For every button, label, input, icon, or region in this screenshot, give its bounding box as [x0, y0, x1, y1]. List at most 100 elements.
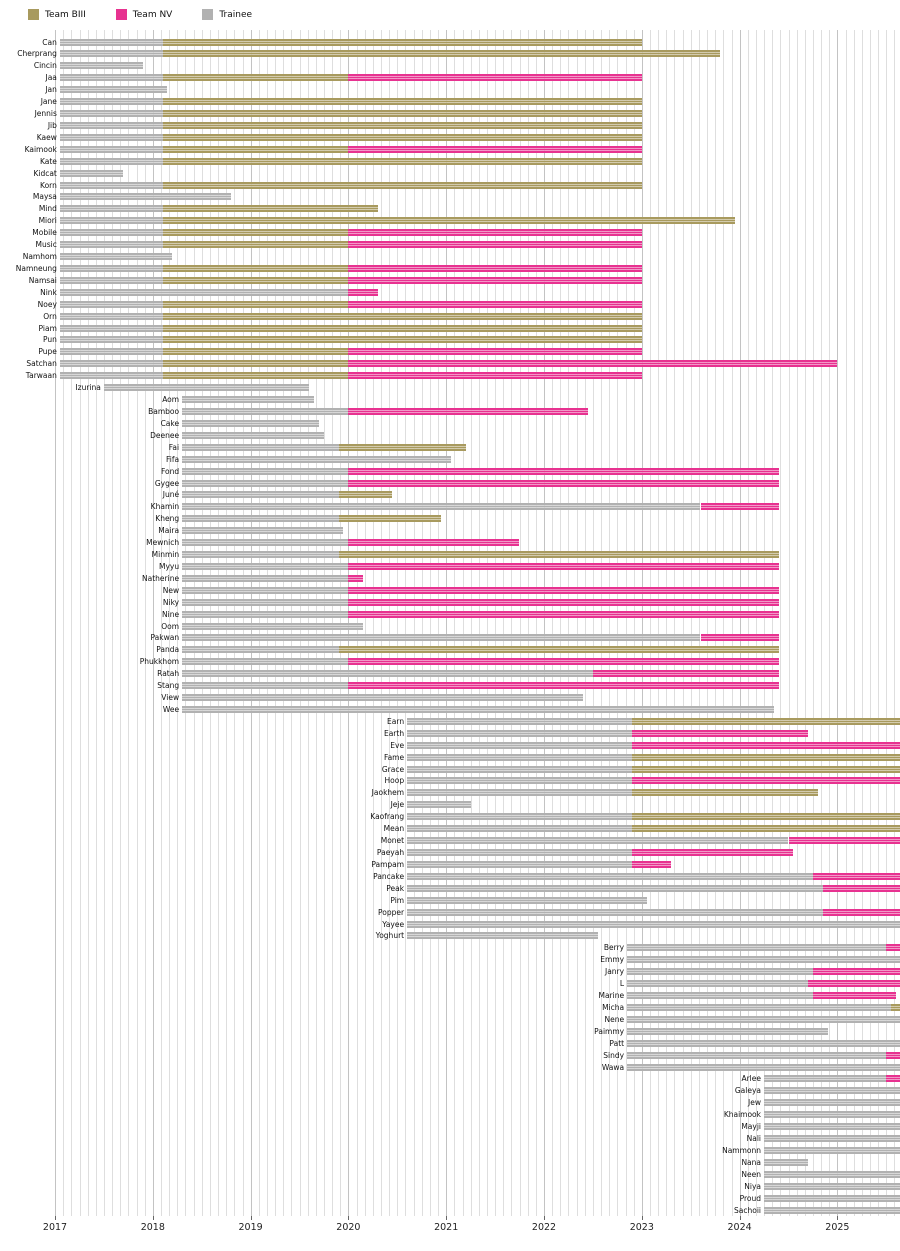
timeline-bar-nv — [348, 658, 779, 666]
member-label: Myyu — [158, 561, 180, 571]
timeline-bar-trainee — [182, 610, 349, 618]
gridline — [535, 30, 537, 1216]
gridline — [79, 30, 81, 1216]
timeline-bar-trainee — [182, 479, 349, 487]
gridline — [804, 30, 806, 1216]
timeline-bar-trainee — [407, 729, 632, 737]
timeline-bar-trainee — [59, 169, 124, 177]
member-label: Maira — [158, 526, 180, 536]
member-label: Kaew — [36, 132, 57, 142]
member-label: Pancake — [373, 871, 405, 881]
timeline-bar-trainee — [59, 205, 163, 213]
timeline-bar-trainee — [407, 741, 632, 749]
timeline-bar-trainee — [182, 586, 349, 594]
timeline-bar-trainee — [407, 789, 632, 797]
timeline-bar-trainee — [182, 419, 319, 427]
member-label: Cherprang — [17, 49, 57, 59]
member-label: Stang — [157, 681, 180, 691]
gridline — [405, 30, 407, 1216]
gridline — [649, 30, 651, 1216]
timeline-bar-nv — [348, 348, 642, 356]
timeline-bar-trainee — [59, 110, 163, 117]
timeline-bar-biii — [162, 241, 349, 249]
gridline — [878, 30, 880, 1216]
timeline-bar-trainee — [764, 1099, 900, 1107]
member-label: Pupe — [38, 347, 57, 357]
member-label: Earth — [383, 728, 405, 738]
timeline-bar-nv — [348, 276, 642, 284]
member-label: Sindy — [603, 1050, 625, 1060]
member-label: Korn — [40, 180, 57, 190]
timeline-bar-trainee — [182, 396, 315, 403]
timeline-bar-biii — [338, 491, 393, 499]
member-label: Maysa — [32, 192, 57, 202]
member-label: Kaimook — [24, 144, 57, 154]
timeline-bar-trainee — [182, 598, 349, 606]
member-label: Kaofrang — [370, 812, 405, 822]
timeline-bar-biii — [632, 717, 900, 725]
timeline-bar-trainee — [182, 694, 584, 701]
gridline — [519, 30, 521, 1216]
timeline-bar-trainee — [182, 503, 701, 511]
gridline — [55, 30, 56, 1216]
member-label: Khamin — [150, 502, 180, 512]
gridline — [707, 30, 708, 1216]
gridline — [698, 30, 700, 1216]
timeline-bar-biii — [162, 145, 349, 153]
axis-year-label: 2017 — [42, 1222, 68, 1233]
gridline — [527, 30, 529, 1216]
axis-tick — [446, 1216, 448, 1220]
gridline — [487, 30, 488, 1216]
timeline-bar-biii — [162, 348, 349, 356]
timeline-bar-nv — [812, 992, 896, 999]
gridline — [617, 30, 619, 1216]
timeline-bar-trainee — [182, 551, 339, 558]
member-label: Mewnich — [146, 538, 180, 548]
timeline-bar-trainee — [407, 920, 900, 928]
gridline — [690, 30, 692, 1216]
timeline-bar-trainee — [59, 62, 143, 70]
member-label: Nammonn — [722, 1145, 761, 1155]
axis-tick — [348, 1216, 350, 1220]
timeline-bar-nv — [348, 610, 779, 618]
member-label: Paeyah — [376, 848, 405, 857]
timeline-bar-trainee — [627, 1063, 900, 1071]
member-label: Panda — [156, 645, 180, 655]
member-label: Fai — [168, 442, 180, 452]
timeline-bar-trainee — [764, 1123, 900, 1131]
timeline-bar-trainee — [59, 253, 173, 260]
timeline-bar-trainee — [764, 1075, 887, 1083]
timeline-bar-biii — [162, 264, 349, 272]
member-label: Orn — [43, 311, 57, 321]
timeline-bar-trainee — [182, 443, 339, 451]
gridline — [364, 30, 366, 1216]
gridline — [169, 30, 171, 1216]
member-label: Paimmy — [594, 1026, 625, 1036]
gridline — [381, 30, 382, 1216]
member-label: Monet — [380, 836, 405, 845]
axis-tick — [250, 1216, 252, 1220]
gridline — [674, 30, 676, 1216]
team-biii-swatch-icon — [28, 9, 39, 20]
timeline-bar-trainee — [182, 670, 593, 678]
gridline — [641, 30, 643, 1216]
trainee-swatch-icon — [202, 9, 214, 20]
timeline-bar-nv — [348, 586, 779, 594]
timeline-bar-biii — [162, 110, 642, 117]
member-label: Jan — [45, 85, 57, 95]
gridline — [625, 30, 627, 1216]
gridline — [829, 30, 831, 1216]
timeline-bar-biii — [162, 50, 721, 58]
axis-year-label: 2022 — [531, 1222, 557, 1233]
gridline — [144, 30, 146, 1216]
timeline-bar-trainee — [407, 896, 647, 904]
member-label: Eve — [390, 740, 405, 750]
timeline-bar-trainee — [407, 908, 823, 916]
timeline-bar-trainee — [764, 1158, 808, 1166]
member-label: Fond — [160, 466, 180, 476]
gridline — [152, 30, 154, 1216]
member-label: L — [619, 979, 625, 989]
timeline-bar-nv — [348, 408, 588, 415]
timeline-bar-nv — [886, 1051, 900, 1059]
timeline-bar-trainee — [182, 467, 349, 475]
